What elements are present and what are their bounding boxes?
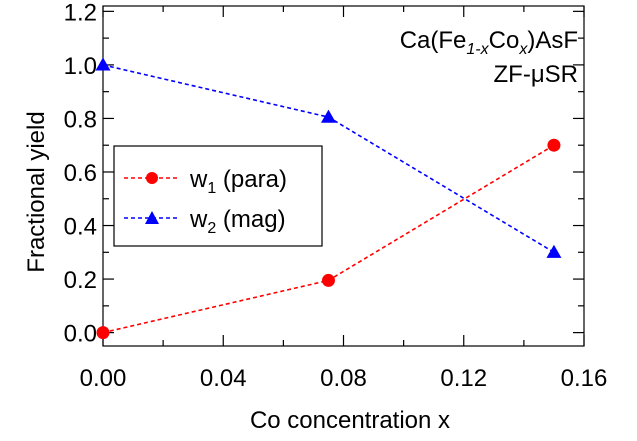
data-point-2 bbox=[320, 109, 336, 123]
annotation-formula: Ca(Fe1-xCox)AsF bbox=[400, 27, 578, 58]
series-layer bbox=[95, 57, 562, 340]
legend-box bbox=[113, 145, 323, 247]
data-point-1 bbox=[547, 138, 561, 152]
x-tick-label: 0.04 bbox=[200, 365, 247, 392]
legend-label-w2: w2 (mag) bbox=[189, 206, 286, 237]
y-tick-label: 0.2 bbox=[64, 267, 97, 294]
y-tick-label: 0.8 bbox=[64, 106, 97, 133]
x-tick-label: 0.00 bbox=[80, 365, 127, 392]
tick-labels: 0.00 0.04 0.08 0.12 0.16 0.0 0.2 0.4 0.6 0.8 1.0 1.… bbox=[64, 0, 608, 392]
legend-marker-w1 bbox=[146, 172, 158, 184]
x-tick-label: 0.16 bbox=[561, 365, 608, 392]
x-tick-label: 0.08 bbox=[320, 365, 367, 392]
y-tick-label: 1.0 bbox=[64, 53, 97, 80]
data-point-1 bbox=[96, 326, 110, 340]
legend-label-w1: w1 (para) bbox=[189, 166, 287, 197]
legend-marker-w2 bbox=[145, 211, 159, 224]
y-tick-label: 0.4 bbox=[64, 214, 97, 241]
y-axis-title: Fractional yield bbox=[23, 111, 50, 272]
data-point-1 bbox=[321, 273, 335, 287]
x-axis-title: Co concentration x bbox=[250, 407, 450, 434]
legend-entry-w2: w2 (mag) bbox=[124, 206, 286, 237]
annotation: Ca(Fe1-xCox)AsF ZF-μSR bbox=[400, 27, 578, 88]
legend-entry-w1: w1 (para) bbox=[124, 166, 287, 197]
y-tick-label: 0.6 bbox=[64, 160, 97, 187]
x-tick-label: 0.12 bbox=[440, 365, 487, 392]
data-point-2 bbox=[546, 244, 562, 258]
y-tick-label: 0.0 bbox=[64, 321, 97, 348]
plot-axes bbox=[102, 5, 585, 347]
y-tick-label: 1.2 bbox=[64, 0, 97, 26]
legend: w1 (para) w2 (mag) bbox=[113, 145, 323, 247]
data-point-2 bbox=[95, 57, 111, 71]
annotation-method: ZF-μSR bbox=[494, 61, 578, 88]
